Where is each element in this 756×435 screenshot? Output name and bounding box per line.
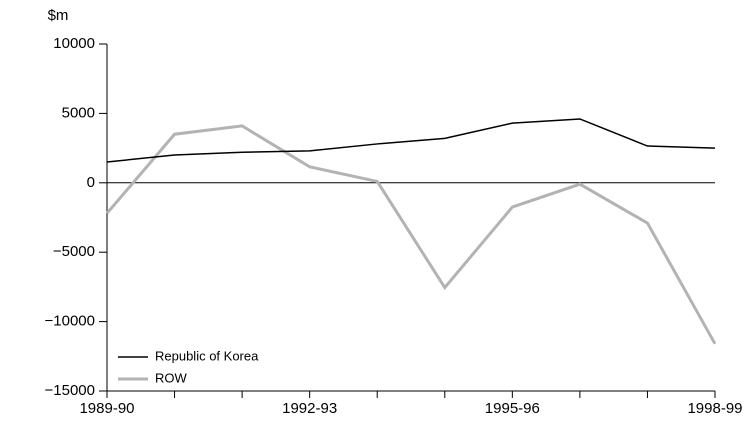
- x-tick-label: 1989-90: [79, 400, 134, 417]
- y-tick-label: 5000: [62, 104, 95, 121]
- legend-label: Republic of Korea: [155, 348, 259, 363]
- y-axis-label: $m: [48, 7, 69, 24]
- legend-label: ROW: [155, 370, 188, 385]
- x-tick-label: 1992-93: [282, 400, 337, 417]
- y-tick-label: −5000: [53, 243, 95, 260]
- series-line: [105, 124, 717, 345]
- y-tick-label: −15000: [45, 382, 95, 399]
- x-tick-label: 1998-99: [687, 400, 742, 417]
- y-tick-label: 10000: [53, 35, 95, 52]
- y-tick-label: 0: [87, 174, 95, 191]
- x-tick-label: 1995-96: [485, 400, 540, 417]
- series-line: [106, 118, 716, 163]
- y-tick-label: −10000: [45, 313, 95, 330]
